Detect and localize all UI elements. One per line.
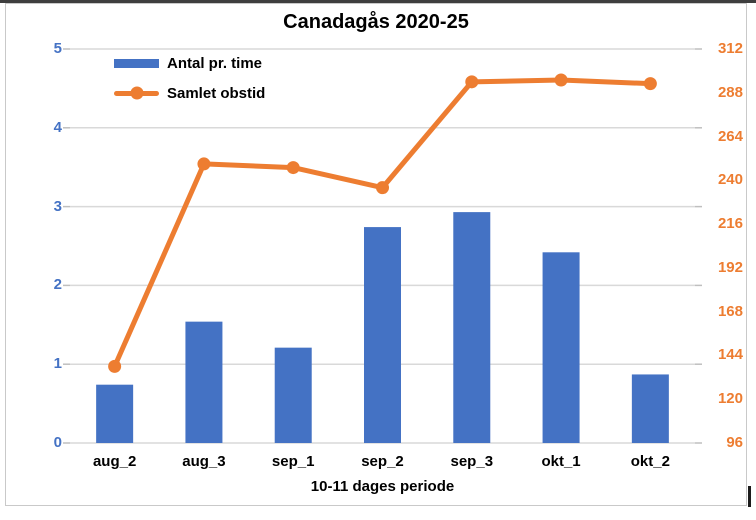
legend-label-antal-pr-time: Antal pr. time xyxy=(167,54,263,72)
legend-item-samlet-obstid[interactable]: Samlet obstid xyxy=(114,82,265,104)
window-top-edge xyxy=(0,0,756,3)
point-aug_2[interactable] xyxy=(108,359,122,373)
line-series-marker-swatch xyxy=(130,86,143,100)
bar-series-swatch xyxy=(114,58,159,68)
legend-item-antal-pr-time[interactable]: Antal pr. time xyxy=(114,52,265,74)
chart-title: Canadagås 2020-25 xyxy=(283,11,469,33)
legend-label-samlet-obstid: Samlet obstid xyxy=(167,84,266,102)
point-sep_2[interactable] xyxy=(376,181,389,195)
point-okt_1[interactable] xyxy=(554,73,568,87)
point-aug_3[interactable] xyxy=(197,157,211,171)
text-cursor-artifact xyxy=(748,486,751,507)
x-axis-title: 10-11 dages periode xyxy=(310,478,455,495)
bar-aug_2[interactable] xyxy=(96,384,134,443)
bar-okt_2[interactable] xyxy=(631,374,669,443)
point-sep_3[interactable] xyxy=(465,75,479,89)
bar-sep_2[interactable] xyxy=(364,227,401,443)
bar-okt_1[interactable] xyxy=(542,252,580,443)
line-series-swatch xyxy=(114,86,159,100)
legend: Antal pr. time Samlet obstid xyxy=(114,52,265,112)
chart-area[interactable]: Canadagås 2020-25 Antal pr. time Samlet … xyxy=(5,3,747,506)
plot-area xyxy=(63,48,702,444)
bar-aug_3[interactable] xyxy=(185,321,223,443)
point-sep_1[interactable] xyxy=(286,161,300,175)
bar-sep_1[interactable] xyxy=(274,347,312,443)
point-okt_2[interactable] xyxy=(643,77,657,91)
bar-sep_3[interactable] xyxy=(453,212,491,443)
